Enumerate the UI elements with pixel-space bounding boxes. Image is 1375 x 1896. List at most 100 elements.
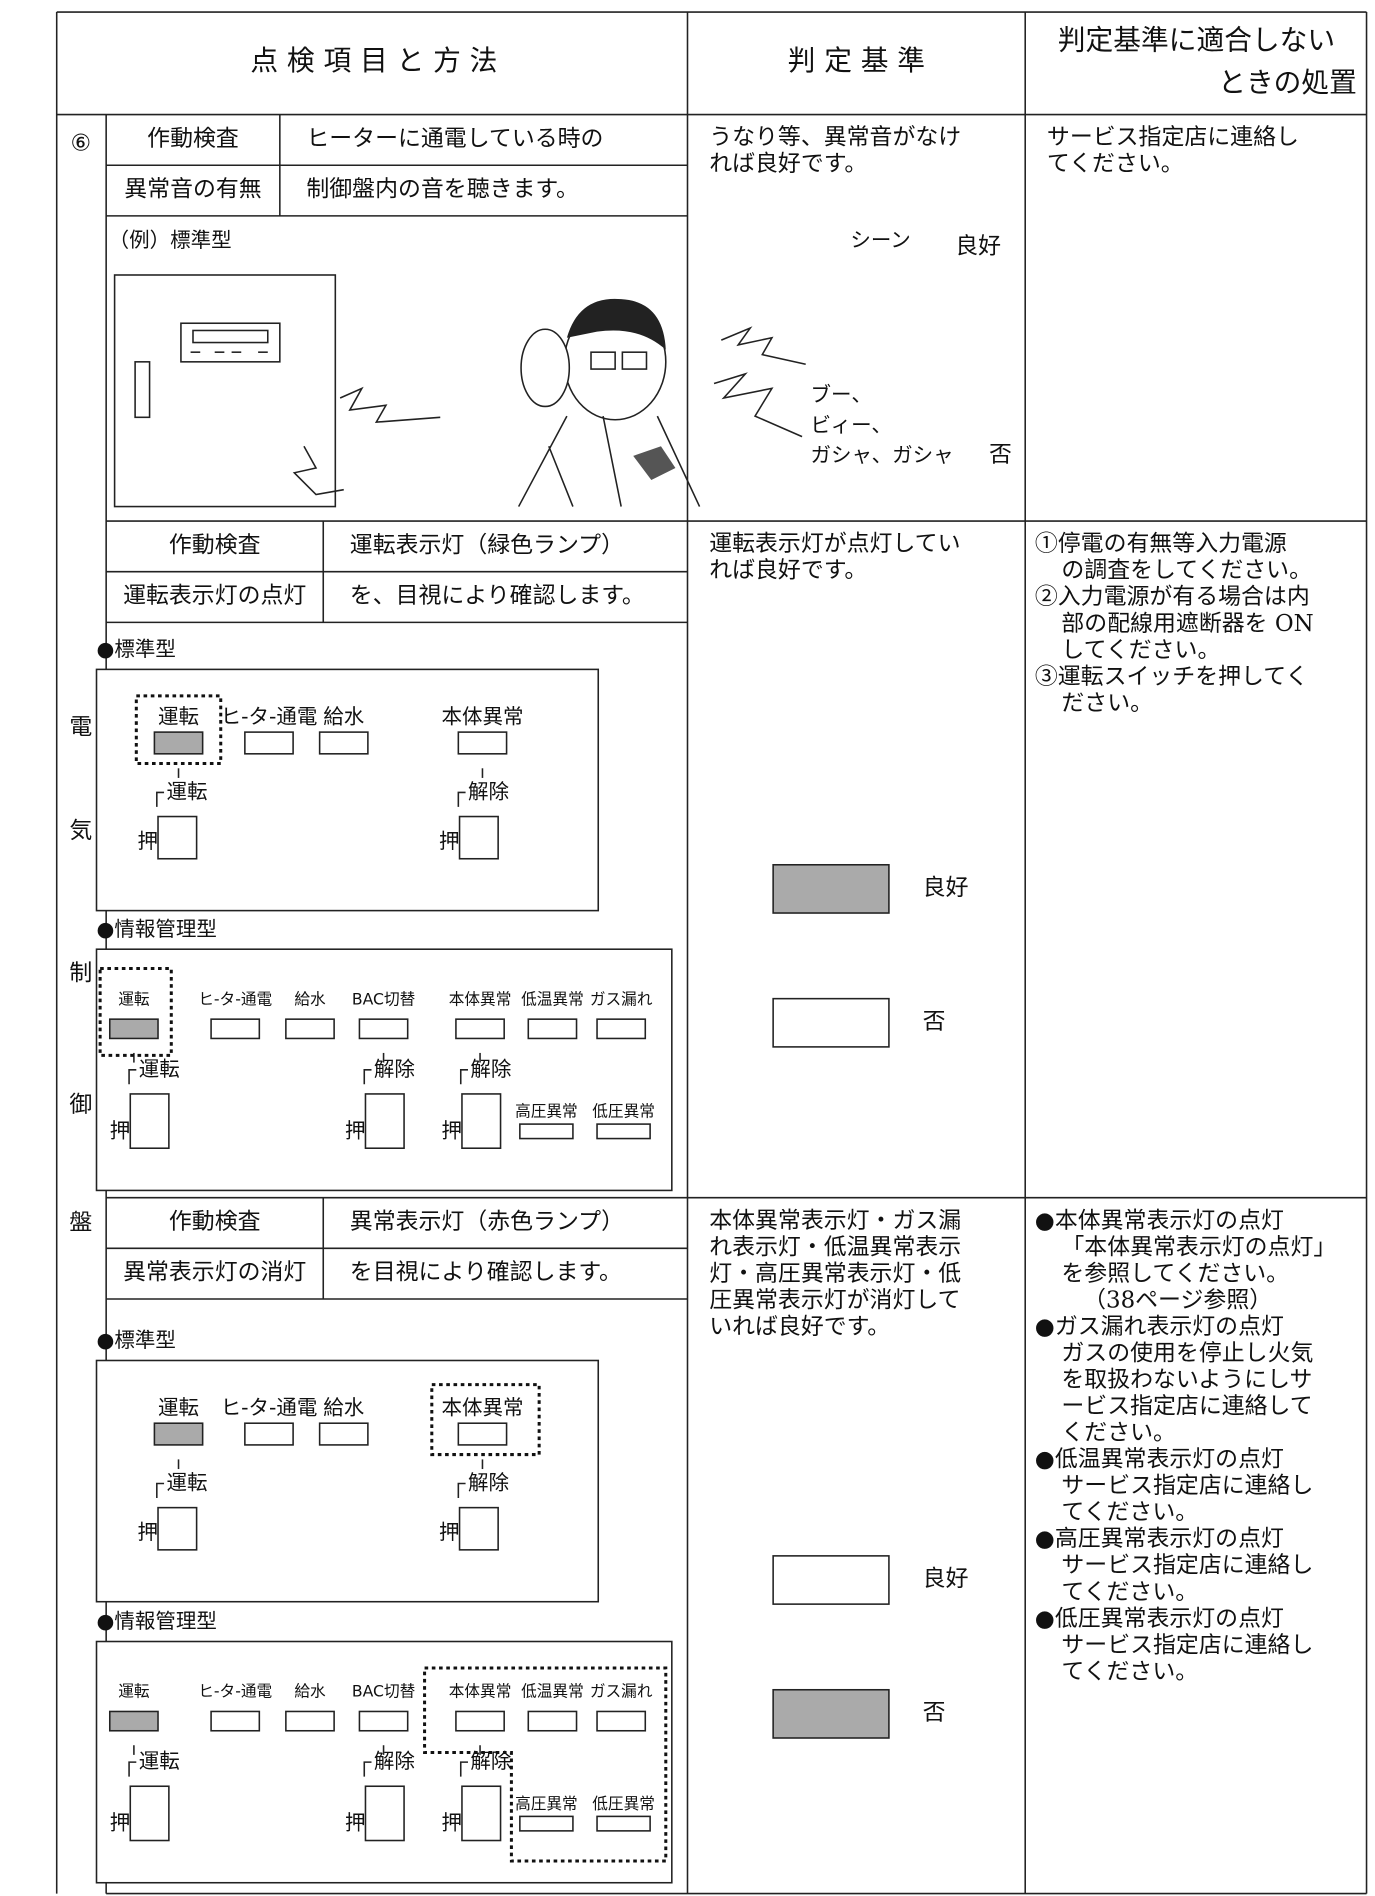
button-label: 運転 bbox=[139, 1749, 180, 1773]
lamp bbox=[457, 1422, 508, 1446]
lamp bbox=[244, 1422, 294, 1446]
method: を目視により確認します。 bbox=[350, 1260, 622, 1286]
method: 制御盤内の音を聴きます。 bbox=[306, 177, 579, 203]
lamp-label: 低圧異常 bbox=[592, 1102, 655, 1121]
action-text: サービス指定店に連絡し bbox=[1061, 1473, 1313, 1499]
check-item: 異常表示灯の消灯 bbox=[123, 1260, 306, 1286]
lamp bbox=[358, 1018, 409, 1040]
indicator-sample bbox=[772, 997, 890, 1048]
lamp bbox=[108, 1710, 159, 1732]
lamp bbox=[108, 1018, 159, 1040]
action-text: ●高圧異常表示灯の点灯 bbox=[1035, 1526, 1284, 1552]
lamp bbox=[285, 1710, 335, 1732]
criteria: れば良好です。 bbox=[709, 151, 867, 177]
lamp bbox=[519, 1123, 574, 1140]
lamp-label: ヒ-タ-通電 bbox=[198, 1682, 272, 1701]
noise-zigzag bbox=[720, 326, 806, 366]
push-button bbox=[129, 1785, 170, 1842]
action-text: （38ページ参照） bbox=[1083, 1287, 1272, 1313]
lamp-label: 低圧異常 bbox=[592, 1794, 655, 1813]
header-action: 判定基準に適合しない bbox=[1058, 24, 1335, 57]
control-panel bbox=[95, 1359, 600, 1603]
push-button bbox=[129, 1093, 170, 1149]
push-button bbox=[364, 1785, 405, 1842]
check-item: 異常音の有無 bbox=[124, 177, 261, 203]
sound-bad: ビィー、 bbox=[811, 413, 892, 437]
button-bracket bbox=[457, 1482, 466, 1498]
indicator-sample bbox=[772, 1688, 890, 1739]
lamp bbox=[457, 731, 508, 755]
header-criteria: 判 定 基 準 bbox=[788, 44, 925, 77]
person-hair bbox=[566, 298, 666, 350]
push-button bbox=[458, 1506, 499, 1551]
lamp bbox=[527, 1710, 578, 1732]
lamp-label: 低温異常 bbox=[521, 1682, 584, 1701]
side-label: 盤 bbox=[69, 1210, 92, 1236]
sound-good: シーン bbox=[850, 228, 910, 252]
lamp-label: 本体異常 bbox=[449, 1682, 512, 1701]
lamp-label: 高圧異常 bbox=[515, 1102, 578, 1121]
criteria: 運転表示灯が点灯してい bbox=[709, 531, 960, 557]
lamp bbox=[318, 731, 369, 755]
lamp bbox=[210, 1710, 261, 1732]
lamp bbox=[527, 1018, 578, 1040]
action-text: ださい。 bbox=[1061, 690, 1153, 716]
lamp bbox=[358, 1710, 409, 1732]
button-bracket bbox=[363, 1761, 372, 1777]
highlight bbox=[423, 1666, 668, 1863]
action-text: てください。 bbox=[1047, 151, 1184, 177]
side-label: 御 bbox=[69, 1092, 92, 1118]
action-text: てください。 bbox=[1061, 1500, 1198, 1526]
panel-title: ●標準型 bbox=[97, 637, 176, 661]
criteria: いれば良好です。 bbox=[709, 1314, 890, 1340]
criteria: 本体異常表示灯・ガス漏 bbox=[709, 1208, 961, 1234]
criteria: 灯・高圧異常表示灯・低 bbox=[709, 1261, 961, 1287]
lamp-label: 低温異常 bbox=[521, 989, 584, 1008]
sound-bad: ガシャ、ガシャ bbox=[811, 443, 954, 467]
result-bad: 否 bbox=[989, 442, 1012, 468]
noise-zigzag bbox=[339, 386, 441, 424]
criteria: れば良好です。 bbox=[709, 558, 867, 584]
lamp bbox=[596, 1815, 651, 1832]
button-bracket bbox=[457, 791, 466, 807]
indicator-sample bbox=[772, 1555, 890, 1605]
action-text: サービス指定店に連絡し bbox=[1061, 1553, 1313, 1579]
action-text: ②入力電源が有る場合は内 bbox=[1035, 584, 1310, 610]
lamp bbox=[153, 1422, 204, 1446]
action-text: てください。 bbox=[1061, 1579, 1198, 1605]
lamp-label: 高圧異常 bbox=[515, 1794, 578, 1813]
lamp-label: BAC切替 bbox=[352, 1682, 416, 1701]
result-bad: 否 bbox=[923, 1009, 946, 1035]
action-text: 「本体異常表示灯の点灯」 bbox=[1061, 1234, 1336, 1260]
person-glasses bbox=[621, 351, 648, 370]
control-panel bbox=[95, 948, 673, 1192]
lamp bbox=[318, 1422, 369, 1446]
lamp-label: ガス漏れ bbox=[590, 1682, 653, 1701]
panel-illustration bbox=[113, 274, 337, 508]
button-bracket bbox=[459, 1761, 468, 1777]
person-body bbox=[517, 415, 701, 507]
lamp-label: 運転 bbox=[118, 1682, 150, 1701]
highlight bbox=[430, 1383, 541, 1457]
button-push: 押 bbox=[345, 1811, 366, 1835]
example-label: （例）標準型 bbox=[109, 228, 232, 252]
lamp-label: ガス漏れ bbox=[590, 989, 653, 1008]
lamp bbox=[455, 1710, 505, 1732]
person-patch bbox=[633, 446, 676, 481]
button-label: 運転 bbox=[166, 1471, 207, 1495]
action-text: サービス指定店に連絡し bbox=[1061, 1632, 1313, 1658]
noise-zigzag bbox=[713, 372, 803, 438]
button-label: 解除 bbox=[470, 1057, 511, 1081]
push-button bbox=[458, 815, 499, 860]
push-button bbox=[461, 1093, 502, 1149]
method: ヒーターに通電している時の bbox=[306, 126, 603, 152]
button-push: 押 bbox=[439, 829, 459, 853]
button-bracket bbox=[128, 1069, 137, 1085]
lamp bbox=[596, 1018, 647, 1040]
person-ear-hand bbox=[520, 328, 571, 408]
button-label: 解除 bbox=[374, 1057, 415, 1081]
button-label: 解除 bbox=[468, 779, 509, 803]
check-type: 作動検査 bbox=[169, 532, 261, 558]
lamp-label: 本体異常 bbox=[441, 705, 523, 729]
action-text: ●ガス漏れ表示灯の点灯 bbox=[1035, 1314, 1284, 1340]
